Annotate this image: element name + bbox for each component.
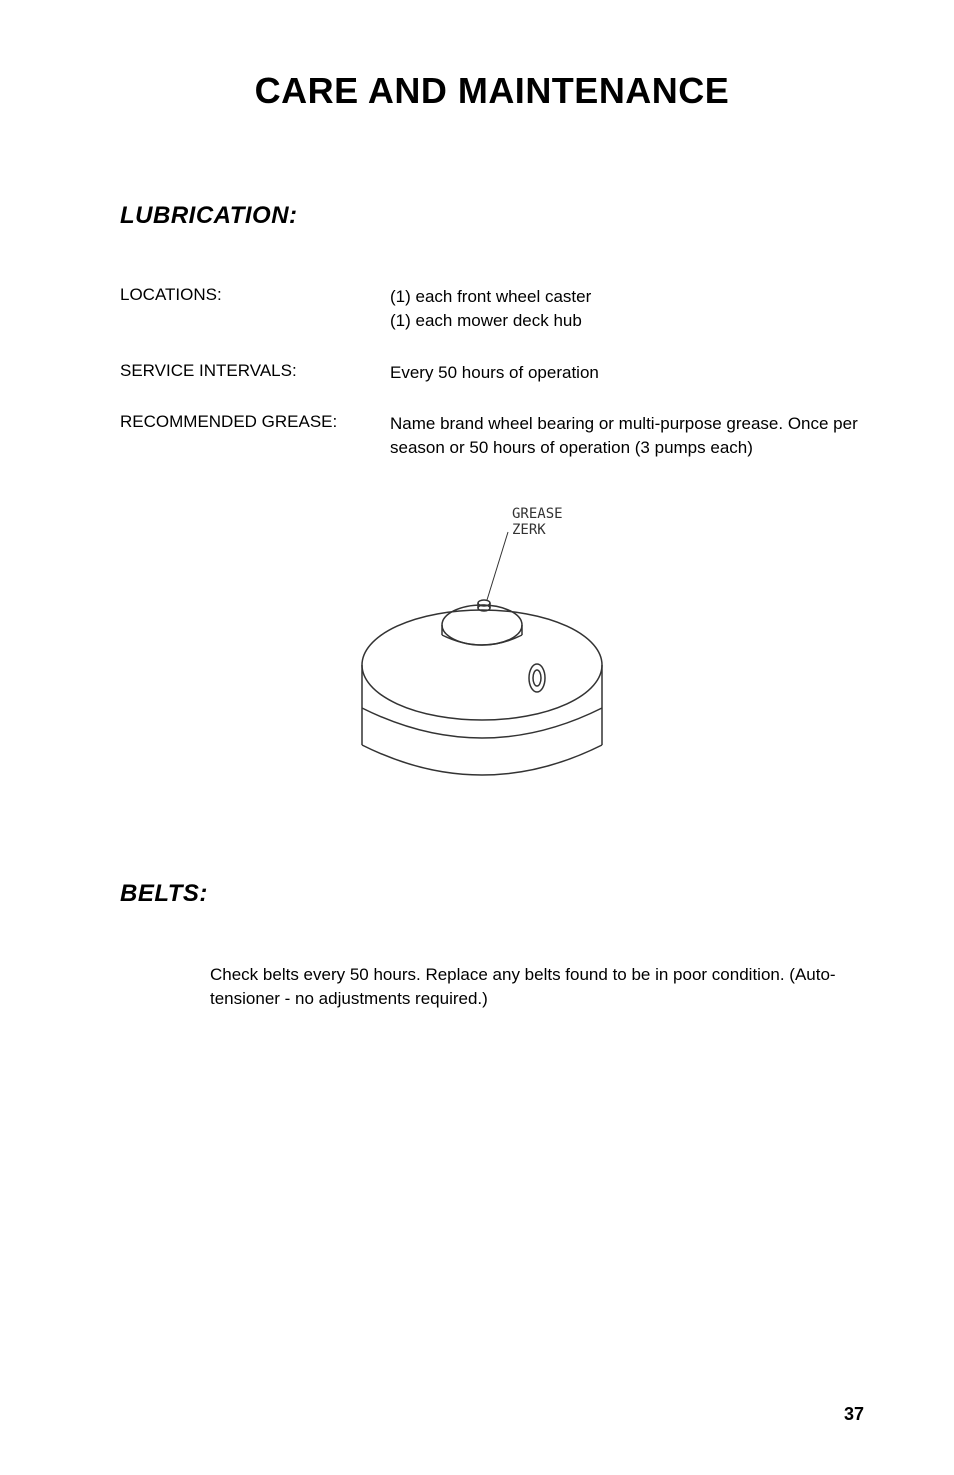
locations-value: (1) each front wheel caster(1) each mowe… bbox=[390, 285, 864, 333]
lubrication-section: LUBRICATION: LOCATIONS: (1) each front w… bbox=[120, 202, 864, 460]
service-intervals-label: SERVICE INTERVALS: bbox=[120, 361, 390, 385]
spec-row-service-intervals: SERVICE INTERVALS: Every 50 hours of ope… bbox=[120, 361, 864, 385]
grease-zerk-wheel-diagram: GREASE ZERK bbox=[322, 490, 662, 820]
wheel-diagram-container: GREASE ZERK bbox=[120, 490, 864, 820]
belts-heading: BELTS: bbox=[120, 880, 864, 908]
lubrication-heading: LUBRICATION: bbox=[120, 202, 864, 230]
belts-section: BELTS: Check belts every 50 hours. Repla… bbox=[120, 880, 864, 1011]
page-number: 37 bbox=[844, 1404, 864, 1425]
recommended-grease-value: Name brand wheel bearing or multi-purpos… bbox=[390, 412, 864, 460]
spec-row-locations: LOCATIONS: (1) each front wheel caster(1… bbox=[120, 285, 864, 333]
locations-label: LOCATIONS: bbox=[120, 285, 390, 333]
service-intervals-value: Every 50 hours of operation bbox=[390, 361, 864, 385]
page-title: CARE AND MAINTENANCE bbox=[120, 70, 864, 112]
belts-text: Check belts every 50 hours. Replace any … bbox=[120, 963, 864, 1011]
spec-row-recommended-grease: RECOMMENDED GREASE: Name brand wheel bea… bbox=[120, 412, 864, 460]
svg-text:GREASE: GREASE bbox=[512, 506, 563, 522]
svg-text:ZERK: ZERK bbox=[512, 522, 546, 538]
recommended-grease-label: RECOMMENDED GREASE: bbox=[120, 412, 390, 460]
